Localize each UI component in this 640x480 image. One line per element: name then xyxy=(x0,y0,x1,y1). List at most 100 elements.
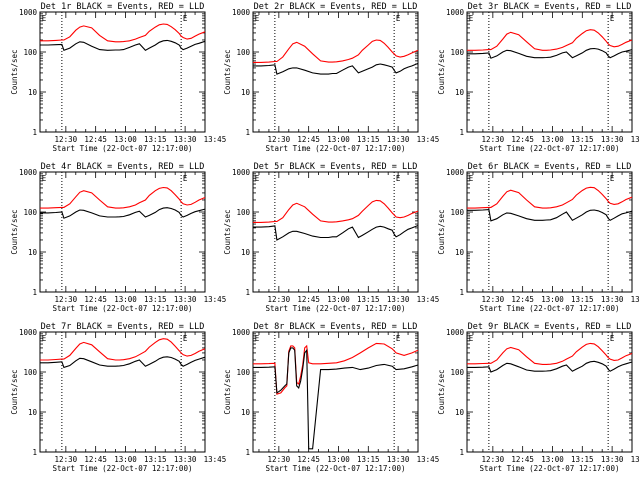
series-line-lld xyxy=(467,186,633,209)
x-tick-label: 13:00 xyxy=(114,295,137,304)
x-tick-label: 12:30 xyxy=(268,135,291,144)
y-axis-label: Counts/sec xyxy=(437,49,446,94)
y-tick-label: 1 xyxy=(459,288,464,297)
y-tick-label: 1 xyxy=(459,448,464,457)
x-tick-label: 13:45 xyxy=(417,295,440,304)
y-tick-label: 100 xyxy=(23,368,37,377)
series-line-lld xyxy=(40,23,206,43)
y-tick-label: 100 xyxy=(23,208,37,217)
x-tick-label: 12:30 xyxy=(482,135,505,144)
x-tick-label: 12:45 xyxy=(297,135,320,144)
x-tick-label: 13:30 xyxy=(174,455,197,464)
y-tick-label: 1000 xyxy=(446,168,465,177)
x-tick-label: 12:45 xyxy=(511,295,534,304)
x-tick-label: 12:30 xyxy=(268,455,291,464)
panel-title: Det 9r BLACK = Events, RED = LLD xyxy=(468,322,632,332)
x-tick-label: 13:00 xyxy=(541,135,564,144)
panel-det-9: Det 9r BLACK = Events, RED = LLD 1 10 100 10… xyxy=(437,322,640,473)
y-tick-label: 10 xyxy=(28,408,38,417)
y-tick-label: 1 xyxy=(245,448,250,457)
panel-det-8: Det 8r BLACK = Events, RED = LLD 1 10 100 10… xyxy=(223,322,439,473)
x-axis-label: Start Time (22-Oct-07 12:17:00) xyxy=(480,464,620,473)
event-marker-label: E xyxy=(610,174,615,183)
x-tick-label: 13:15 xyxy=(357,135,380,144)
event-marker-label-left: E xyxy=(42,174,47,183)
y-axis-label: Counts/sec xyxy=(10,49,19,94)
y-tick-label: 1000 xyxy=(232,168,251,177)
panel-det-3: Det 3r BLACK = Events, RED = LLD 1 10 100 10… xyxy=(437,2,640,153)
event-marker-label-left: E xyxy=(42,14,47,23)
x-axis-label: Start Time (22-Oct-07 12:17:00) xyxy=(480,144,620,153)
y-axis-label: Counts/sec xyxy=(223,209,232,254)
series-line-events xyxy=(467,360,633,373)
x-tick-label: 13:30 xyxy=(601,455,624,464)
y-tick-label: 1 xyxy=(459,128,464,137)
y-tick-label: 100 xyxy=(450,368,464,377)
plot-frame xyxy=(466,11,633,133)
event-marker-label-left: E xyxy=(255,334,260,343)
x-tick-label: 12:45 xyxy=(511,135,534,144)
series-line-lld xyxy=(253,199,419,223)
y-tick-label: 100 xyxy=(23,48,37,57)
event-marker-label-left: E xyxy=(255,14,260,23)
event-marker-label: E xyxy=(396,14,401,23)
series-line-events xyxy=(467,47,633,59)
x-tick-label: 13:45 xyxy=(417,455,440,464)
y-tick-label: 100 xyxy=(450,48,464,57)
x-tick-label: 13:30 xyxy=(387,295,410,304)
x-tick-label: 13:45 xyxy=(204,135,227,144)
y-axis-label: Counts/sec xyxy=(10,369,19,414)
x-axis-label: Start Time (22-Oct-07 12:17:00) xyxy=(53,304,193,313)
event-marker-label: E xyxy=(183,174,188,183)
y-tick-label: 1 xyxy=(245,128,250,137)
series-line-events xyxy=(253,224,419,241)
y-tick-label: 10 xyxy=(241,408,251,417)
event-marker-label-left: E xyxy=(255,174,260,183)
x-tick-label: 12:30 xyxy=(55,135,78,144)
x-tick-label: 13:15 xyxy=(571,295,594,304)
y-tick-label: 1 xyxy=(245,288,250,297)
y-tick-label: 1000 xyxy=(446,8,465,17)
x-tick-label: 13:00 xyxy=(541,295,564,304)
series-line-events xyxy=(253,62,419,75)
y-axis-label: Counts/sec xyxy=(10,209,19,254)
event-marker-label: E xyxy=(183,334,188,343)
series-line-lld xyxy=(40,186,206,209)
x-tick-label: 13:00 xyxy=(327,295,350,304)
x-axis-label: Start Time (22-Oct-07 12:17:00) xyxy=(480,304,620,313)
panel-title: Det 1r BLACK = Events, RED = LLD xyxy=(41,2,205,12)
x-tick-label: 12:45 xyxy=(84,455,107,464)
event-marker-label-left: E xyxy=(469,334,474,343)
panel-title: Det 8r BLACK = Events, RED = LLD xyxy=(254,322,418,332)
y-tick-label: 10 xyxy=(455,408,465,417)
x-tick-label: 13:00 xyxy=(114,135,137,144)
panel-det-1: Det 1r BLACK = Events, RED = LLD 1 10 100 10… xyxy=(10,2,226,153)
x-tick-label: 13:00 xyxy=(327,135,350,144)
y-tick-label: 1000 xyxy=(19,168,38,177)
y-tick-label: 10 xyxy=(455,88,465,97)
x-axis-label: Start Time (22-Oct-07 12:17:00) xyxy=(266,464,406,473)
x-tick-label: 12:45 xyxy=(297,295,320,304)
plot-frame xyxy=(39,11,206,133)
plot-frame xyxy=(466,331,633,453)
x-axis-label: Start Time (22-Oct-07 12:17:00) xyxy=(266,304,406,313)
y-tick-label: 1000 xyxy=(446,328,465,337)
x-axis-label: Start Time (22-Oct-07 12:17:00) xyxy=(266,144,406,153)
event-marker-label: E xyxy=(183,14,188,23)
y-axis-label: Counts/sec xyxy=(223,49,232,94)
y-axis-label: Counts/sec xyxy=(437,369,446,414)
x-tick-label: 12:45 xyxy=(511,455,534,464)
plot-frame xyxy=(252,331,419,453)
x-tick-label: 13:30 xyxy=(601,295,624,304)
event-marker-label-left: E xyxy=(469,14,474,23)
x-tick-label: 13:30 xyxy=(601,135,624,144)
panel-title: Det 7r BLACK = Events, RED = LLD xyxy=(41,322,205,332)
y-tick-label: 100 xyxy=(236,48,250,57)
panel-det-7: Det 7r BLACK = Events, RED = LLD 1 10 100 10… xyxy=(10,322,226,473)
x-tick-label: 13:30 xyxy=(387,135,410,144)
plot-frame xyxy=(466,171,633,293)
x-tick-label: 13:00 xyxy=(541,455,564,464)
panel-title: Det 5r BLACK = Events, RED = LLD xyxy=(254,162,418,172)
plot-frame xyxy=(39,331,206,453)
event-marker-label: E xyxy=(610,14,615,23)
